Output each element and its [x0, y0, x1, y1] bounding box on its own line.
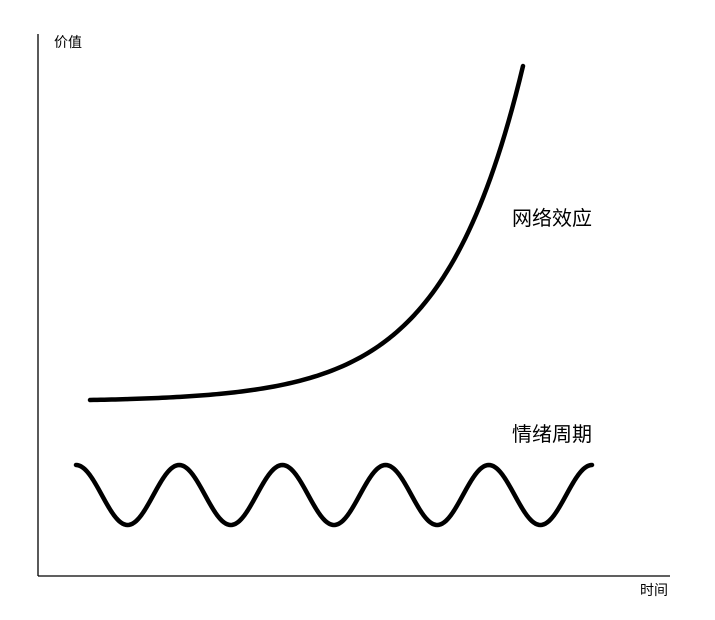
network-effect-label: 网络效应 — [512, 206, 592, 230]
y-axis-label: 价值 — [54, 35, 82, 51]
sentiment-cycle-curve — [73, 462, 595, 528]
x-axis-label: 时间 — [640, 583, 668, 599]
sentiment-cycle-label: 情绪周期 — [512, 422, 592, 446]
network-effect-curve — [87, 63, 526, 403]
